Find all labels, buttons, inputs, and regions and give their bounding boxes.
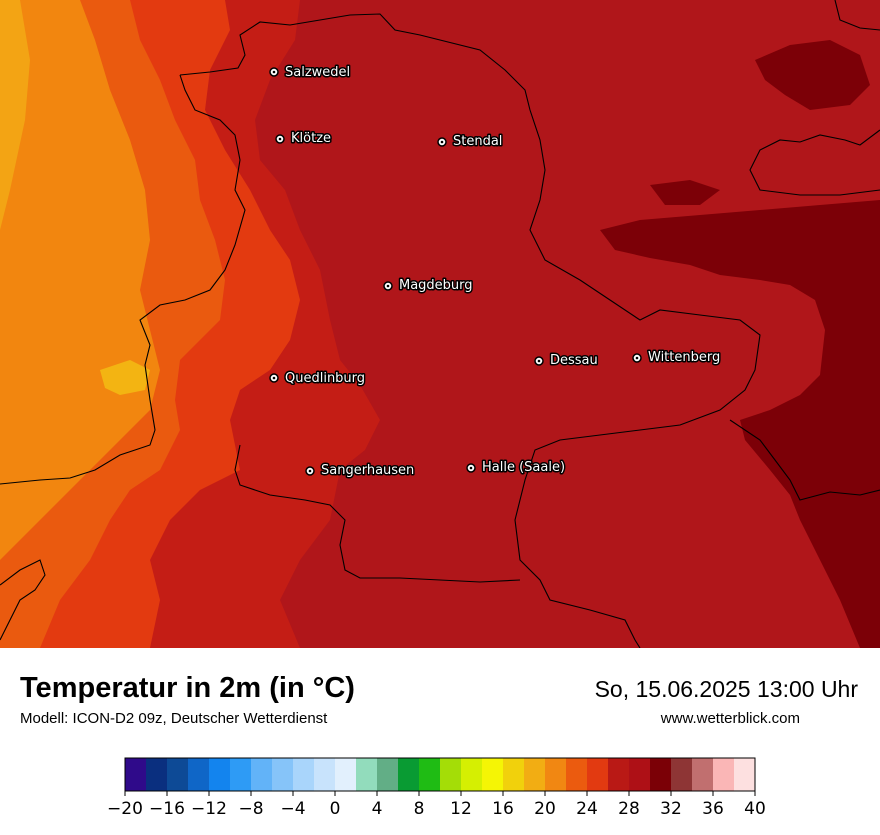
legend-swatch <box>440 758 462 791</box>
legend-swatch <box>545 758 567 791</box>
legend-canvas: −20 −16 −12 −8 −4 0 4 8 12 16 20 24 28 32 36 40 <box>107 757 766 819</box>
legend-swatch <box>482 758 504 791</box>
legend-swatch <box>356 758 378 791</box>
temp-zone-30-east <box>600 200 880 648</box>
website-link[interactable]: www.wetterblick.com <box>660 710 800 727</box>
city-quedlinburg: Quedlinburg <box>269 370 367 388</box>
legend-tick-label: 8 <box>414 799 425 819</box>
city-label: Quedlinburg <box>285 371 365 386</box>
legend-tick-label: 0 <box>330 799 341 819</box>
legend-swatch <box>314 758 336 791</box>
temperature-map: Salzwedel Klötze Stendal Magdeburg Dessa <box>0 0 880 648</box>
forecast-datetime: So, 15.06.2025 13:00 Uhr <box>594 676 858 702</box>
legend-swatch <box>272 758 294 791</box>
city-label: Stendal <box>453 134 502 149</box>
model-info: Modell: ICON-D2 09z, Deutscher Wetterdie… <box>20 710 328 727</box>
legend-tick-label: 32 <box>660 799 682 819</box>
legend-tick-label: 24 <box>576 799 598 819</box>
legend-swatch <box>503 758 525 791</box>
legend-swatch <box>524 758 546 791</box>
city-markers: Salzwedel Klötze Stendal Magdeburg Dessa <box>269 64 722 480</box>
temp-zone-18 <box>0 0 30 230</box>
legend-border <box>124 757 756 792</box>
legend-swatch <box>125 758 147 791</box>
temp-zone-18-harz <box>100 360 150 395</box>
legend-swatch <box>629 758 651 791</box>
legend-swatch <box>167 758 189 791</box>
city-halle: Halle (Saale) <box>466 459 567 477</box>
legend-swatch <box>608 758 630 791</box>
legend-tick-label: −8 <box>238 799 263 819</box>
legend-tick-label: −20 <box>107 799 143 819</box>
temp-zone-30-patch <box>650 180 720 205</box>
city-label: Halle (Saale) <box>482 460 565 475</box>
legend-swatch <box>734 758 756 791</box>
legend-swatch <box>419 758 441 791</box>
city-sangerhausen: Sangerhausen <box>305 462 416 480</box>
legend-swatch <box>293 758 315 791</box>
legend-tick-label: 12 <box>450 799 472 819</box>
legend-swatch <box>230 758 252 791</box>
legend-swatch <box>671 758 693 791</box>
map-title: Temperatur in 2m (in °C) <box>20 672 355 704</box>
city-dessau: Dessau <box>534 352 599 370</box>
legend-tick-label: 16 <box>492 799 514 819</box>
legend-swatch <box>209 758 231 791</box>
legend-swatch <box>398 758 420 791</box>
legend-tick-label: 4 <box>372 799 383 819</box>
legend-swatch <box>251 758 273 791</box>
city-label: Salzwedel <box>285 65 350 80</box>
legend-swatch <box>377 758 399 791</box>
city-kloetze: Klötze <box>275 130 333 148</box>
city-label: Klötze <box>291 131 331 146</box>
city-stendal: Stendal <box>437 133 504 151</box>
legend-swatch <box>566 758 588 791</box>
legend-tick-label: −16 <box>149 799 185 819</box>
legend-swatch <box>713 758 735 791</box>
city-label: Wittenberg <box>648 350 720 365</box>
city-magdeburg: Magdeburg <box>383 277 474 295</box>
map-canvas: Salzwedel Klötze Stendal Magdeburg Dessa <box>0 0 880 648</box>
color-legend: −20 −16 −12 −8 −4 0 4 8 12 16 20 24 28 32 36 40 <box>0 752 880 830</box>
legend-swatch <box>461 758 483 791</box>
legend-swatch <box>587 758 609 791</box>
city-label: Magdeburg <box>399 278 473 293</box>
temp-zone-30-northeast <box>755 40 870 110</box>
legend-tick-label: 40 <box>744 799 766 819</box>
footer: Temperatur in 2m (in °C) Modell: ICON-D2… <box>0 648 880 830</box>
legend-swatch <box>692 758 714 791</box>
legend-swatch <box>650 758 672 791</box>
legend-tick-label: 20 <box>534 799 556 819</box>
legend-tick-label: 28 <box>618 799 640 819</box>
city-label: Sangerhausen <box>321 463 414 478</box>
city-salzwedel: Salzwedel <box>269 64 352 82</box>
legend-swatch <box>146 758 168 791</box>
legend-swatch <box>335 758 357 791</box>
city-label: Dessau <box>550 353 598 368</box>
state-borders <box>0 0 880 648</box>
legend-swatch <box>188 758 210 791</box>
legend-tick-label: 36 <box>702 799 724 819</box>
legend-tick-label: −12 <box>191 799 227 819</box>
city-wittenberg: Wittenberg <box>632 349 722 367</box>
temp-zone-20 <box>0 0 160 560</box>
legend-tick-label: −4 <box>280 799 305 819</box>
